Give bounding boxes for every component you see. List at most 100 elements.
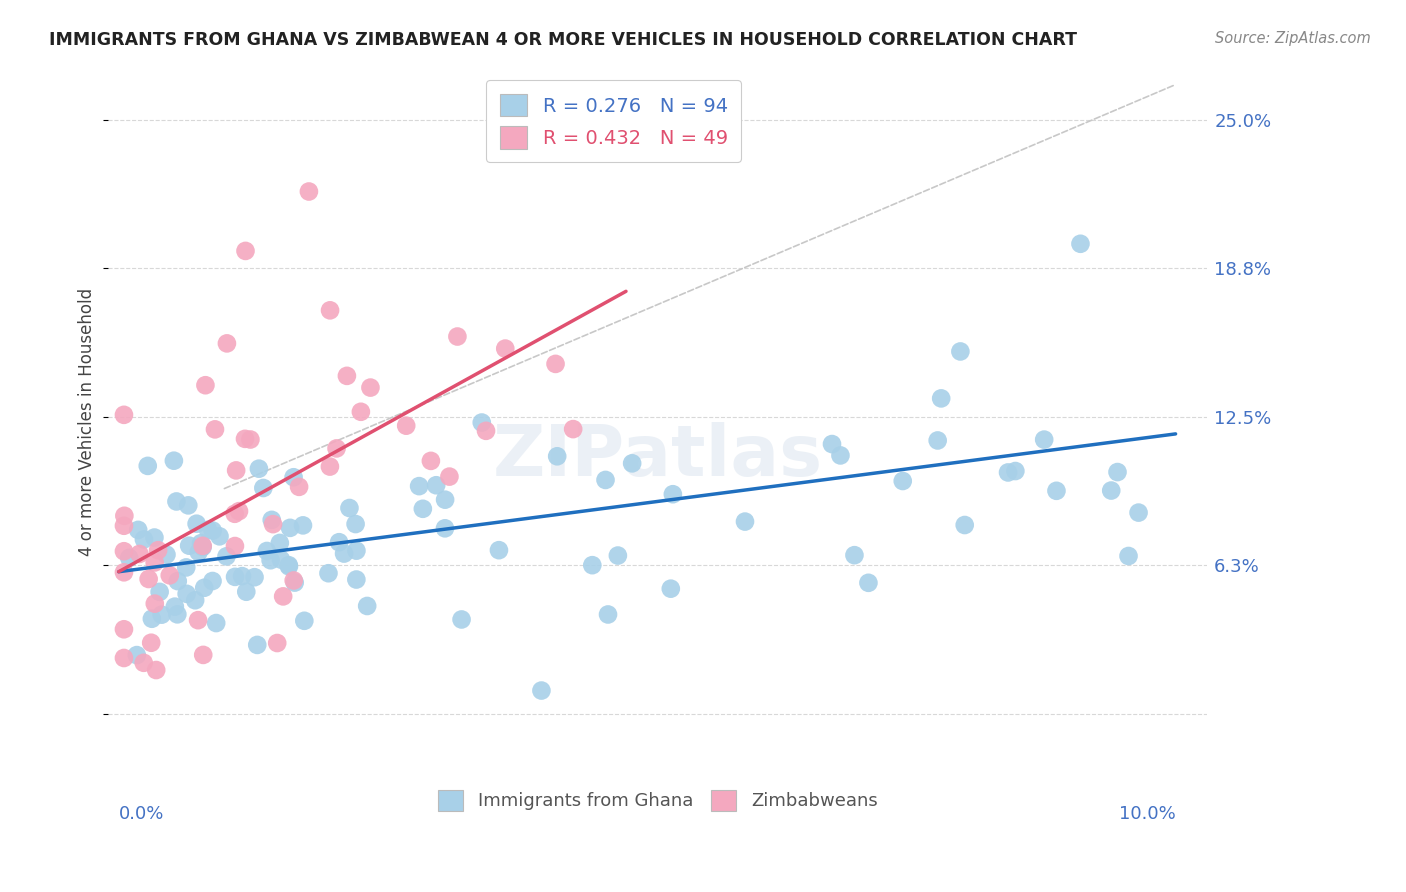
Point bbox=[132, 533, 155, 547]
Point bbox=[132, 656, 155, 670]
Point bbox=[562, 422, 585, 436]
Point bbox=[125, 648, 148, 662]
Point bbox=[174, 560, 197, 574]
Point bbox=[112, 508, 135, 523]
Point bbox=[325, 442, 347, 456]
Point bbox=[319, 459, 342, 474]
Point bbox=[494, 342, 516, 356]
Point bbox=[187, 545, 209, 559]
Point bbox=[143, 556, 166, 570]
Point bbox=[224, 507, 246, 521]
Text: Source: ZipAtlas.com: Source: ZipAtlas.com bbox=[1215, 31, 1371, 46]
Point bbox=[269, 536, 291, 550]
Point bbox=[346, 543, 368, 558]
Point bbox=[150, 607, 173, 622]
Point bbox=[235, 584, 257, 599]
Point bbox=[225, 463, 247, 477]
Y-axis label: 4 or more Vehicles in Household: 4 or more Vehicles in Household bbox=[79, 288, 96, 556]
Point bbox=[821, 437, 844, 451]
Point bbox=[530, 683, 553, 698]
Text: 0.0%: 0.0% bbox=[118, 805, 165, 823]
Point bbox=[201, 574, 224, 588]
Point bbox=[344, 573, 367, 587]
Point bbox=[830, 449, 852, 463]
Point bbox=[252, 481, 274, 495]
Point bbox=[112, 518, 135, 533]
Point bbox=[197, 523, 219, 537]
Point bbox=[277, 558, 299, 573]
Point bbox=[596, 607, 619, 622]
Point bbox=[659, 582, 682, 596]
Point bbox=[319, 303, 342, 318]
Point bbox=[163, 453, 186, 467]
Point bbox=[333, 547, 356, 561]
Point bbox=[283, 574, 305, 588]
Point bbox=[246, 638, 269, 652]
Point bbox=[408, 479, 430, 493]
Point bbox=[127, 523, 149, 537]
Point bbox=[949, 344, 972, 359]
Point bbox=[205, 615, 228, 630]
Point bbox=[471, 416, 494, 430]
Point bbox=[128, 547, 150, 561]
Text: 10.0%: 10.0% bbox=[1119, 805, 1175, 823]
Point bbox=[412, 501, 434, 516]
Point bbox=[118, 550, 141, 565]
Point bbox=[446, 329, 468, 343]
Point bbox=[233, 432, 256, 446]
Point bbox=[262, 517, 284, 532]
Point bbox=[283, 470, 305, 484]
Point bbox=[1069, 236, 1091, 251]
Point bbox=[288, 480, 311, 494]
Point bbox=[278, 559, 301, 574]
Point bbox=[112, 408, 135, 422]
Point bbox=[215, 549, 238, 564]
Point bbox=[155, 548, 177, 562]
Point bbox=[190, 536, 212, 550]
Point bbox=[239, 433, 262, 447]
Point bbox=[336, 368, 359, 383]
Point bbox=[259, 553, 281, 567]
Point bbox=[1033, 433, 1056, 447]
Point bbox=[395, 418, 418, 433]
Point bbox=[138, 572, 160, 586]
Point bbox=[844, 548, 866, 562]
Point bbox=[734, 515, 756, 529]
Point bbox=[179, 539, 201, 553]
Point bbox=[488, 543, 510, 558]
Point bbox=[1107, 465, 1129, 479]
Text: IMMIGRANTS FROM GHANA VS ZIMBABWEAN 4 OR MORE VEHICLES IN HOUSEHOLD CORRELATION : IMMIGRANTS FROM GHANA VS ZIMBABWEAN 4 OR… bbox=[49, 31, 1077, 49]
Point bbox=[215, 336, 238, 351]
Point bbox=[141, 612, 163, 626]
Legend: Immigrants from Ghana, Zimbabweans: Immigrants from Ghana, Zimbabweans bbox=[429, 780, 887, 820]
Point bbox=[291, 518, 314, 533]
Point bbox=[112, 651, 135, 665]
Point bbox=[194, 378, 217, 392]
Point bbox=[271, 590, 294, 604]
Point bbox=[997, 466, 1019, 480]
Point bbox=[891, 474, 914, 488]
Point bbox=[228, 504, 250, 518]
Point bbox=[475, 424, 498, 438]
Point bbox=[662, 487, 685, 501]
Point bbox=[143, 597, 166, 611]
Point bbox=[433, 521, 456, 535]
Point bbox=[224, 570, 246, 584]
Point bbox=[929, 392, 952, 406]
Point bbox=[298, 185, 321, 199]
Point bbox=[350, 405, 373, 419]
Point bbox=[191, 539, 214, 553]
Point bbox=[278, 521, 301, 535]
Point bbox=[356, 599, 378, 613]
Point bbox=[193, 648, 215, 662]
Point bbox=[143, 531, 166, 545]
Point bbox=[112, 544, 135, 558]
Point bbox=[112, 622, 135, 636]
Point bbox=[858, 575, 880, 590]
Point bbox=[186, 516, 208, 531]
Point bbox=[243, 570, 266, 584]
Point bbox=[159, 568, 181, 582]
Point bbox=[419, 454, 441, 468]
Point bbox=[270, 552, 292, 566]
Point bbox=[166, 574, 188, 588]
